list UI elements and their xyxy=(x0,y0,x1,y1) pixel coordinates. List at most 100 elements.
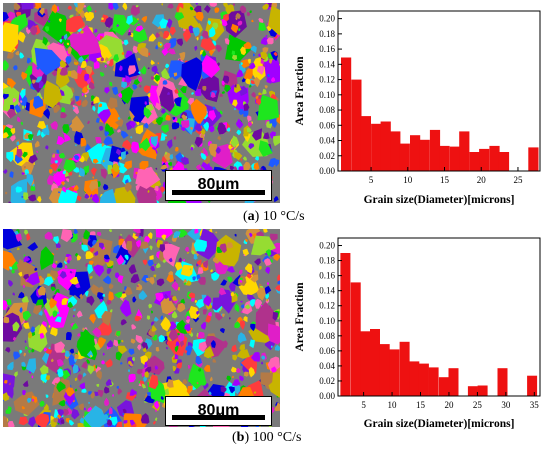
grain xyxy=(84,290,89,297)
grain xyxy=(139,84,142,88)
grain xyxy=(128,373,136,383)
x-tick-label: 20 xyxy=(477,175,487,185)
grain xyxy=(243,254,246,257)
grain xyxy=(104,57,109,63)
grain xyxy=(112,186,136,203)
grain xyxy=(39,246,54,271)
grain xyxy=(238,269,243,275)
grain xyxy=(97,291,104,301)
histogram-a: 0.00 0.02 0.04 0.06 0.08 0.10 0.12 0.14 0.16 0.18… xyxy=(290,3,545,215)
grain xyxy=(90,391,95,399)
grain xyxy=(11,269,15,274)
grain xyxy=(70,97,73,102)
grain xyxy=(238,271,260,296)
grain xyxy=(4,380,8,384)
grain xyxy=(131,357,135,362)
grain xyxy=(8,382,11,386)
grain xyxy=(156,262,161,269)
histogram-bar xyxy=(351,79,362,171)
grain xyxy=(231,55,237,61)
grain xyxy=(96,231,102,237)
grain xyxy=(172,117,176,121)
grain xyxy=(194,136,203,148)
grain xyxy=(50,358,54,362)
grain xyxy=(208,311,212,319)
grain xyxy=(63,159,77,173)
grain xyxy=(12,321,20,332)
grain xyxy=(147,258,154,267)
grain xyxy=(95,366,102,374)
grain xyxy=(9,313,12,316)
histogram-bar xyxy=(489,145,500,171)
grain xyxy=(75,99,82,107)
grain xyxy=(155,229,173,239)
grain xyxy=(161,3,163,6)
grain xyxy=(22,105,25,110)
grain xyxy=(171,122,179,130)
grain xyxy=(155,116,163,126)
grain xyxy=(96,369,102,380)
scale-bar-label: 80μm xyxy=(197,176,240,193)
grain xyxy=(69,276,79,285)
grain xyxy=(262,132,270,140)
grain xyxy=(196,229,223,260)
grain xyxy=(150,59,156,66)
grain xyxy=(151,310,153,314)
grain xyxy=(64,265,68,269)
grain xyxy=(174,345,179,353)
grain xyxy=(13,351,21,360)
grain xyxy=(93,96,100,104)
grain xyxy=(87,120,90,124)
histogram-bar xyxy=(428,367,439,396)
grain xyxy=(45,145,49,150)
grain xyxy=(195,11,204,22)
grain xyxy=(180,85,187,93)
grain xyxy=(184,246,190,253)
grain xyxy=(105,379,113,387)
grain xyxy=(61,181,65,186)
grain xyxy=(65,178,70,183)
grain xyxy=(39,364,49,375)
grain xyxy=(180,340,185,348)
grain xyxy=(123,39,129,46)
grain xyxy=(179,52,186,61)
histogram-bar xyxy=(371,123,382,171)
histogram-bar xyxy=(370,329,380,396)
grain xyxy=(106,419,113,427)
grain xyxy=(266,282,270,286)
grain xyxy=(215,234,242,267)
grain xyxy=(187,364,191,369)
grain xyxy=(86,295,95,306)
grain xyxy=(117,345,128,355)
grain xyxy=(149,277,155,285)
grain xyxy=(52,153,56,159)
grain xyxy=(185,318,190,324)
histogram-bar xyxy=(448,368,459,396)
grain xyxy=(200,150,204,154)
grain xyxy=(12,97,17,103)
grain xyxy=(115,148,121,156)
grain xyxy=(208,125,215,133)
grain xyxy=(244,266,249,271)
grain xyxy=(208,391,212,396)
grain xyxy=(212,358,217,363)
grain xyxy=(174,88,179,94)
grain xyxy=(116,421,123,427)
grain xyxy=(149,245,153,251)
grain xyxy=(48,325,51,328)
caption-text: 10 °C/s xyxy=(259,209,305,224)
grain xyxy=(228,386,235,394)
grain xyxy=(163,30,170,39)
grain xyxy=(148,303,153,309)
plot-frame xyxy=(337,10,541,172)
grain xyxy=(136,42,147,54)
grain xyxy=(24,319,28,323)
grain xyxy=(190,126,194,131)
grain xyxy=(136,369,143,375)
histogram-bar xyxy=(410,135,421,171)
grain xyxy=(104,87,110,94)
grain xyxy=(273,51,278,57)
grain xyxy=(135,25,144,32)
grain xyxy=(226,375,232,382)
grain xyxy=(158,334,166,343)
